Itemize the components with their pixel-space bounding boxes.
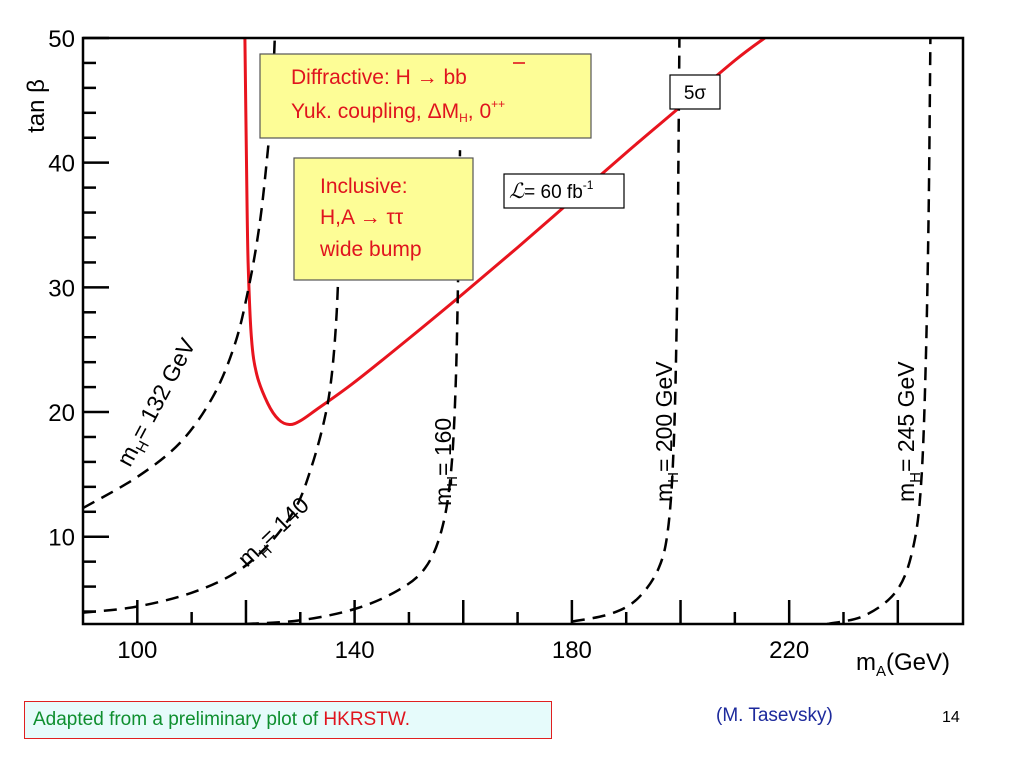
svg-text:mH= 245 GeV: mH= 245 GeV xyxy=(893,361,924,502)
curve-label-245-rest: = 245 GeV xyxy=(893,361,919,472)
svg-text:mH= 140: mH= 140 xyxy=(232,492,317,576)
mh-curve-160 xyxy=(245,150,462,624)
luminosity-text: = 60 fb xyxy=(524,182,583,203)
luminosity-label: ℒ= 60 fb-1 xyxy=(509,178,594,203)
curve-label-160-m: m xyxy=(430,487,456,506)
mh-curve-140 xyxy=(83,156,343,615)
curve-label-140-m: m xyxy=(232,540,264,572)
source-note-prefix: Adapted from a preliminary plot of xyxy=(33,709,324,730)
diffractive-line2: Yuk. coupling, ΔMH, 0++ xyxy=(291,97,505,125)
curve-label-140-rest: = 140 xyxy=(254,492,314,551)
inclusive-line3: wide bump xyxy=(319,238,422,261)
diffractive-line2-sub: H xyxy=(459,111,468,125)
sigma-label: 5σ xyxy=(684,83,707,104)
luminosity-label-box: ℒ= 60 fb-1 xyxy=(503,173,625,209)
y-tick-label: 50 xyxy=(48,26,75,53)
x-axis-title: mA(GeV) xyxy=(856,649,950,680)
curve-label-200: mH= 200 GeV xyxy=(651,361,682,502)
diffractive-line2-b: , 0 xyxy=(468,100,491,123)
author-credit: (M. Tasevsky) xyxy=(716,705,833,726)
curve-label-160-rest: = 160 xyxy=(430,418,456,476)
svg-text:mH= 200 GeV: mH= 200 GeV xyxy=(651,361,682,502)
y-tick-label: 30 xyxy=(48,275,75,302)
x-tick-label: 100 xyxy=(117,637,157,664)
curve-label-200-m: m xyxy=(651,483,677,502)
curve-label-200-sub: H xyxy=(665,472,682,483)
curve-label-245-m: m xyxy=(893,483,919,502)
sigma-label-bg xyxy=(669,74,721,110)
sigma-label-box: 5σ xyxy=(669,74,721,110)
y-tick-label: 20 xyxy=(48,400,75,427)
curve-label-132-rest: = 132 GeV xyxy=(126,333,201,443)
discovery-contour-5sigma xyxy=(243,38,766,427)
diffractive-box-bg xyxy=(259,53,592,139)
x-axis-title-sub: A xyxy=(876,663,886,680)
curve-label-160-sub: H xyxy=(444,476,461,487)
y-axis-title: tan β xyxy=(23,79,50,133)
mh-curve-245 xyxy=(826,38,932,624)
mh-curve-200 xyxy=(571,38,681,623)
curve-label-200-rest: = 200 GeV xyxy=(651,361,677,472)
svg-text:mH= 160: mH= 160 xyxy=(430,418,461,506)
x-axis-title-m: m xyxy=(856,649,876,676)
luminosity-label-bg xyxy=(503,173,625,209)
curve-label-140: mH= 140 xyxy=(232,492,317,576)
luminosity-sup: -1 xyxy=(583,178,594,192)
y-tick-label: 40 xyxy=(48,151,75,178)
luminosity-symbol: ℒ xyxy=(509,179,525,203)
plot-frame xyxy=(81,36,965,626)
curve-label-245-sub: H xyxy=(907,472,924,483)
inclusive-box-bg xyxy=(293,157,474,281)
source-note: Adapted from a preliminary plot of HKRST… xyxy=(24,701,552,739)
diffractive-line2-a: Yuk. coupling, ΔM xyxy=(291,100,459,123)
tick-labels: 100 140 180 220 10 20 30 40 50 xyxy=(48,26,809,664)
x-tick-label: 180 xyxy=(552,637,592,664)
y-tick-label: 10 xyxy=(48,525,75,552)
svg-text:mH= 132 GeV: mH= 132 GeV xyxy=(111,333,205,472)
x-tick-label: 140 xyxy=(335,637,375,664)
inclusive-line2: H,A → ττ xyxy=(320,206,404,229)
diffractive-box: Diffractive: H → bb Yuk. coupling, ΔMH, … xyxy=(259,53,592,139)
source-note-highlight: HKRSTW. xyxy=(323,709,410,730)
diffractive-line2-sup: ++ xyxy=(491,97,505,111)
inclusive-box: Inclusive: H,A → ττ wide bump xyxy=(293,157,474,281)
inclusive-line1: Inclusive: xyxy=(320,175,408,198)
curve-label-160: mH= 160 xyxy=(430,418,461,506)
diffractive-line1: Diffractive: H → bb xyxy=(291,66,467,89)
x-tick-label: 220 xyxy=(769,637,809,664)
curve-label-132: mH= 132 GeV xyxy=(111,333,205,472)
curve-label-245: mH= 245 GeV xyxy=(893,361,924,502)
page-number: 14 xyxy=(942,709,960,726)
x-axis-title-unit: (GeV) xyxy=(886,649,950,676)
